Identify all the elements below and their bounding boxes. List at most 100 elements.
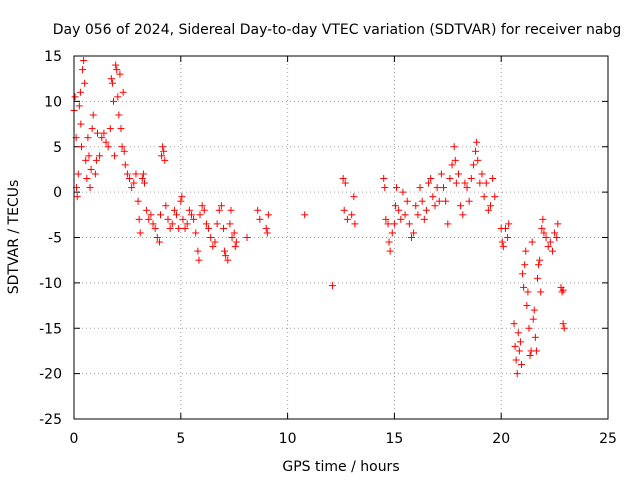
- data-point: [401, 211, 409, 219]
- data-point: [558, 288, 566, 296]
- y-tick-label: -15: [39, 321, 62, 337]
- data-point: [522, 247, 530, 255]
- data-point: [348, 211, 356, 219]
- data-point: [465, 197, 473, 205]
- data-point: [399, 188, 407, 196]
- data-point: [222, 252, 230, 260]
- data-point: [209, 243, 217, 251]
- x-axis-title: GPS time / hours: [282, 459, 399, 475]
- data-point: [116, 70, 124, 78]
- data-point: [73, 193, 81, 201]
- data-point: [422, 206, 430, 214]
- data-point: [224, 256, 232, 264]
- data-point: [554, 220, 562, 228]
- y-tick-label: 10: [44, 94, 62, 110]
- data-point: [128, 184, 136, 192]
- data-point: [173, 211, 181, 219]
- data-point: [102, 138, 110, 146]
- data-point: [553, 234, 561, 241]
- data-point: [175, 224, 183, 232]
- data-point: [416, 184, 424, 192]
- data-point: [230, 229, 238, 237]
- data-point: [162, 202, 170, 210]
- data-point: [535, 261, 543, 269]
- y-tick-labels: 15 10 5 0 -5 -10 -15 -20 -25: [39, 49, 62, 428]
- data-point: [529, 315, 537, 323]
- data-point: [521, 261, 529, 269]
- data-point: [81, 79, 89, 87]
- data-point: [192, 229, 200, 237]
- data-point: [120, 147, 128, 155]
- data-point: [457, 202, 465, 210]
- data-point: [83, 175, 91, 183]
- data-point: [227, 206, 235, 214]
- data-point: [452, 179, 460, 187]
- data-point: [75, 102, 83, 110]
- data-point: [96, 152, 104, 160]
- data-point: [442, 197, 450, 205]
- x-tick-label: 20: [492, 431, 510, 447]
- y-tick-label: -25: [39, 412, 62, 428]
- data-point: [71, 93, 79, 101]
- data-point: [166, 224, 174, 232]
- data-point: [487, 202, 495, 210]
- data-point: [161, 156, 169, 164]
- data-point: [98, 134, 106, 142]
- data-point: [77, 120, 85, 128]
- data-point: [135, 215, 143, 223]
- data-point: [143, 206, 151, 214]
- data-point: [91, 170, 99, 178]
- data-point: [478, 170, 486, 178]
- data-point: [491, 193, 499, 201]
- data-point: [92, 156, 100, 164]
- data-point: [523, 302, 531, 310]
- data-point: [115, 111, 123, 119]
- data-point: [540, 229, 548, 237]
- data-point: [119, 88, 127, 96]
- data-point: [107, 75, 115, 83]
- y-tick-label: -5: [48, 231, 62, 247]
- data-point: [514, 329, 522, 337]
- data-point: [254, 206, 262, 214]
- data-point: [179, 215, 187, 223]
- data-point: [446, 175, 454, 183]
- data-point: [104, 143, 112, 151]
- data-point: [542, 234, 550, 241]
- data-point: [262, 224, 270, 232]
- data-point: [117, 125, 125, 133]
- data-point: [130, 179, 138, 187]
- data-point: [444, 220, 452, 228]
- data-point: [153, 234, 161, 241]
- data-point: [231, 243, 239, 251]
- data-point: [380, 175, 388, 183]
- data-point: [76, 88, 84, 96]
- data-point: [88, 125, 96, 133]
- data-point: [195, 256, 203, 264]
- data-point: [537, 288, 545, 296]
- data-point: [264, 211, 272, 219]
- data-point: [407, 234, 415, 241]
- data-point: [403, 197, 411, 205]
- data-point: [412, 202, 420, 210]
- data-point: [138, 175, 146, 183]
- data-points: [70, 57, 568, 378]
- data-point: [178, 193, 186, 201]
- plot-frame: [73, 55, 609, 420]
- data-point: [390, 220, 398, 228]
- x-tick-label: 15: [385, 431, 403, 447]
- data-point: [108, 79, 116, 87]
- data-point: [463, 184, 471, 192]
- data-point: [450, 143, 458, 151]
- data-point: [410, 229, 418, 237]
- data-point: [157, 211, 165, 219]
- data-point: [136, 229, 144, 237]
- data-point: [217, 202, 225, 210]
- y-axis-title: SDTVAR / TECUs: [6, 180, 22, 295]
- data-point: [194, 247, 202, 255]
- data-point: [469, 161, 477, 169]
- data-point: [89, 111, 97, 119]
- data-point: [489, 175, 497, 183]
- data-point: [132, 170, 140, 178]
- data-point: [395, 206, 403, 214]
